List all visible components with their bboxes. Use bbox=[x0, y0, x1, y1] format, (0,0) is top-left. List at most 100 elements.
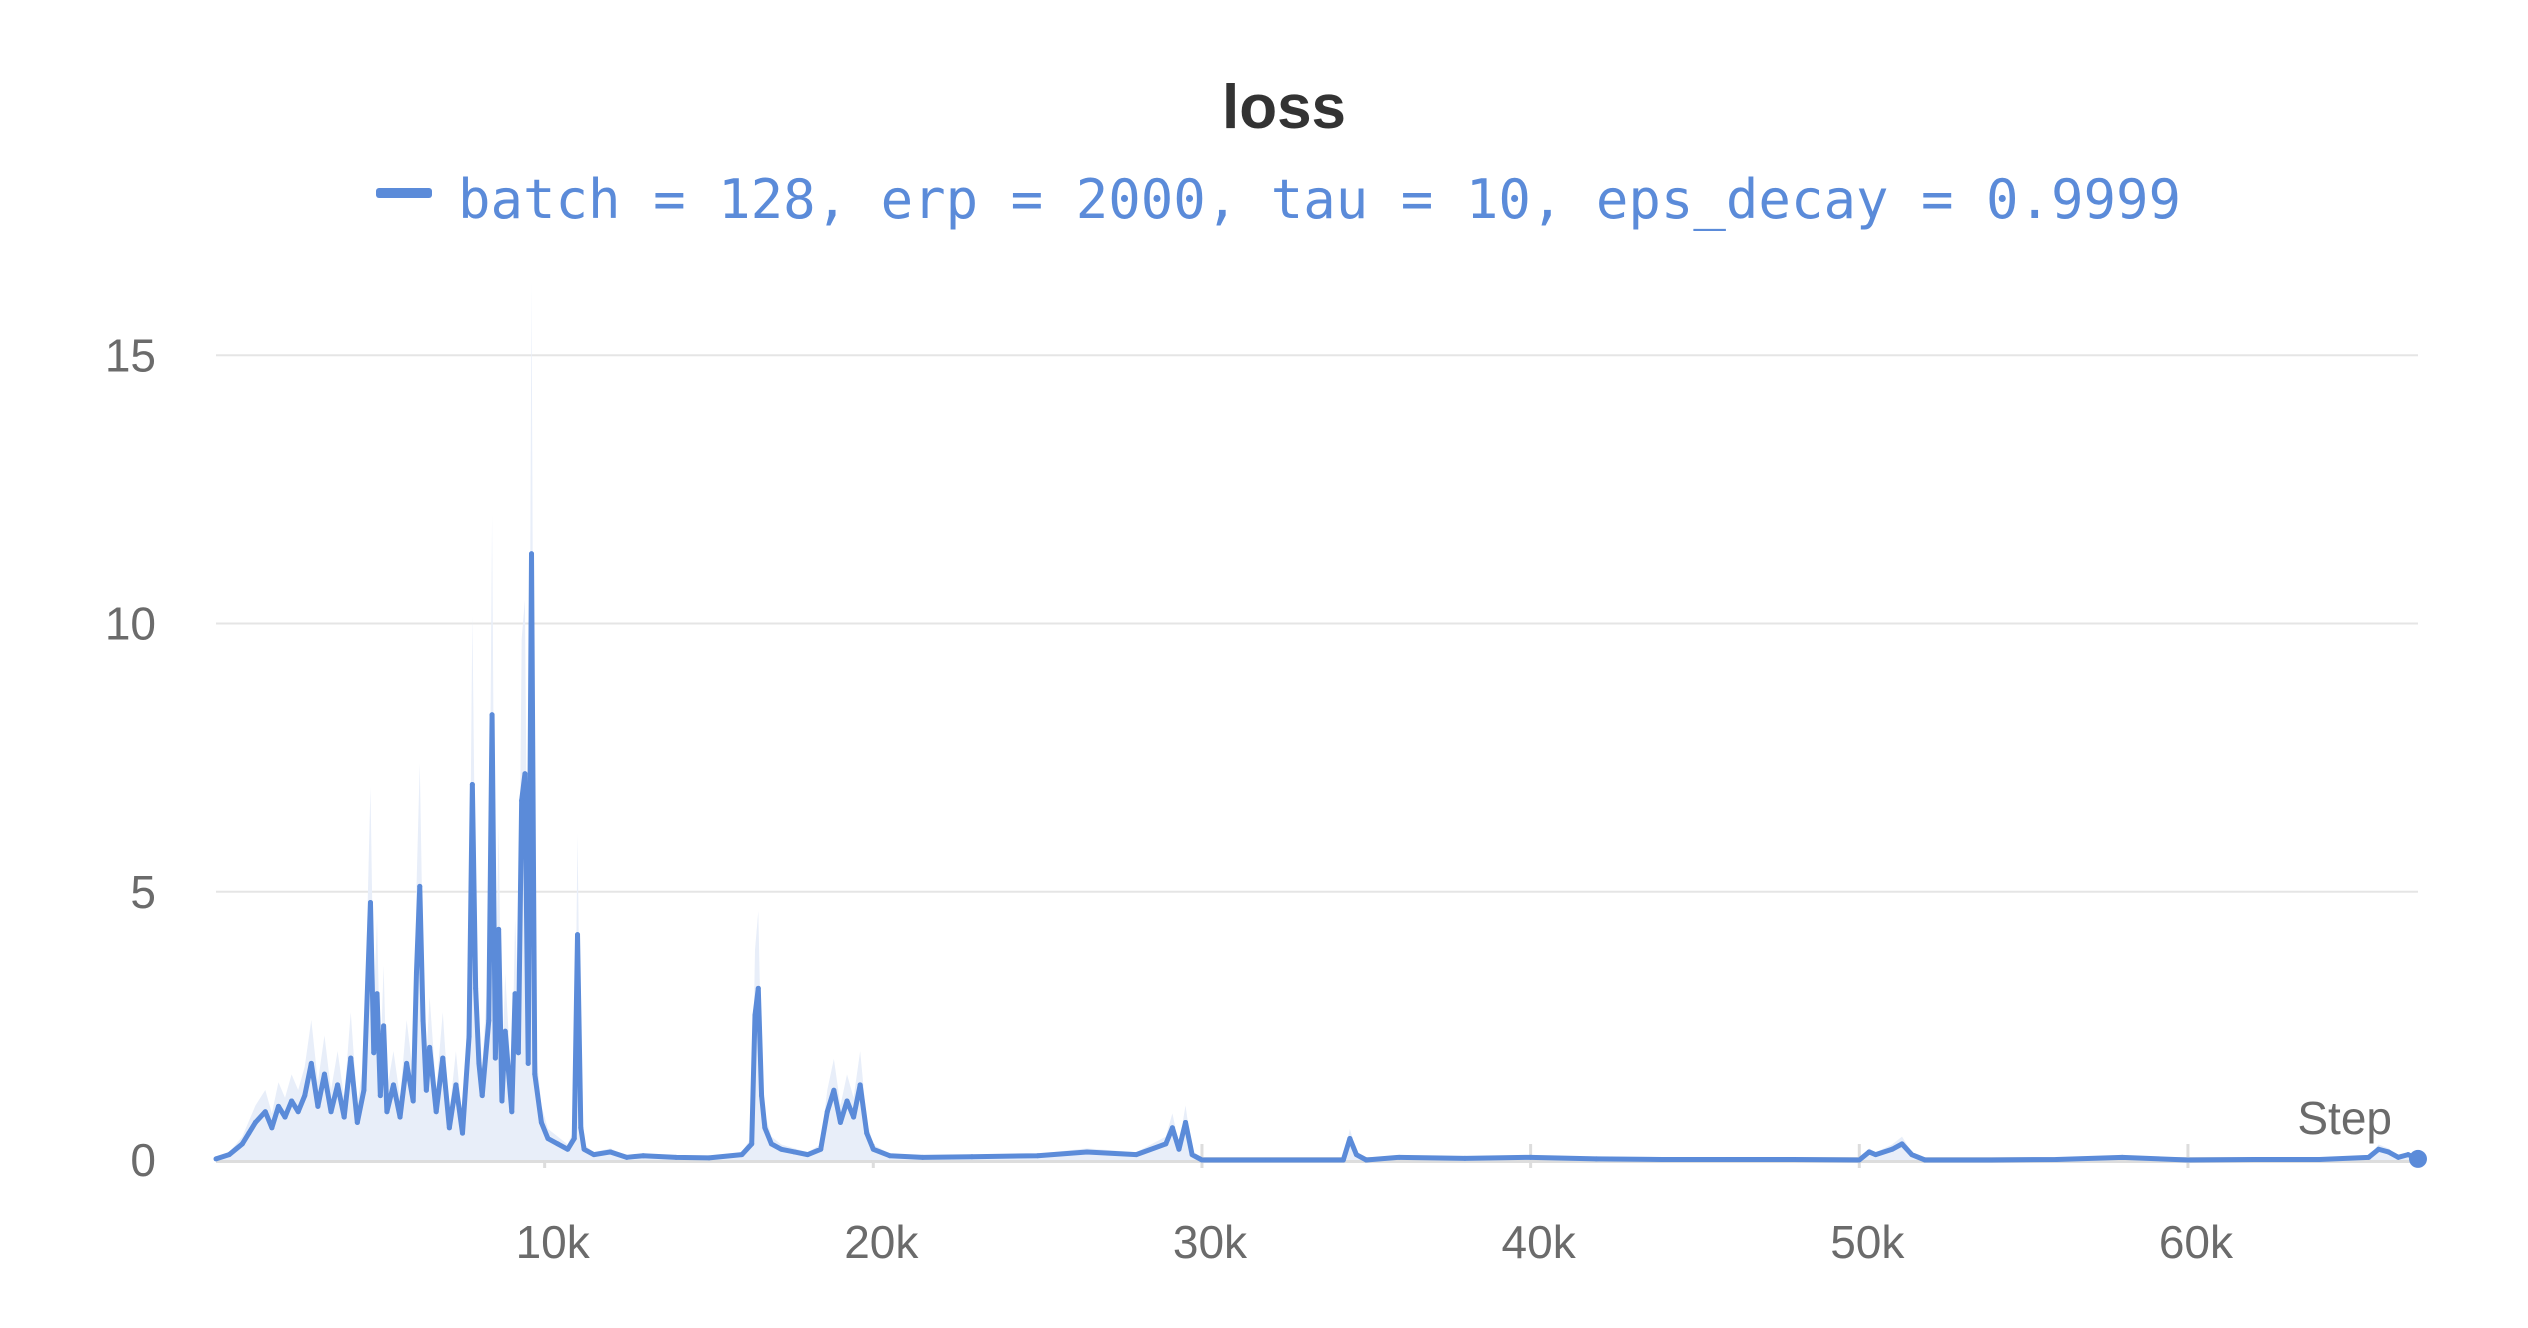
legend-swatch bbox=[376, 188, 432, 198]
data-point bbox=[404, 1061, 409, 1066]
data-point bbox=[1900, 1141, 1905, 1146]
data-point bbox=[1354, 1152, 1359, 1157]
data-point bbox=[503, 1029, 508, 1034]
data-point bbox=[1857, 1158, 1862, 1163]
x-axis: 10k 20k 30k 40k 50k 60k bbox=[216, 1144, 2418, 1268]
data-point bbox=[858, 1082, 863, 1087]
x-tick-label: 50k bbox=[1830, 1216, 1905, 1268]
data-point bbox=[539, 1120, 544, 1125]
data-point bbox=[1791, 1157, 1796, 1162]
data-point bbox=[1364, 1158, 1369, 1163]
data-point bbox=[276, 1104, 281, 1109]
data-point bbox=[486, 1018, 491, 1023]
data-point bbox=[532, 1072, 537, 1077]
data-point bbox=[2396, 1155, 2401, 1160]
data-point bbox=[851, 1115, 856, 1120]
data-point bbox=[864, 1131, 869, 1136]
data-point bbox=[460, 1131, 465, 1136]
series-line[interactable] bbox=[216, 554, 2418, 1160]
data-point bbox=[969, 1154, 974, 1159]
data-point bbox=[329, 1109, 334, 1114]
data-point bbox=[871, 1147, 876, 1152]
data-point bbox=[421, 1018, 426, 1023]
y-tick-label: 5 bbox=[130, 866, 156, 918]
data-point bbox=[414, 970, 419, 975]
data-point bbox=[322, 1072, 327, 1077]
data-point bbox=[496, 927, 501, 932]
legend[interactable]: batch = 128, erp = 2000, tau = 10, eps_d… bbox=[376, 168, 2181, 231]
data-point bbox=[289, 1098, 294, 1103]
x-axis-label: Step bbox=[2297, 1092, 2392, 1144]
series-plot-area[interactable] bbox=[214, 281, 2428, 1168]
data-point bbox=[838, 1120, 843, 1125]
data-point bbox=[398, 1115, 403, 1120]
data-point bbox=[1462, 1156, 1467, 1161]
data-point bbox=[769, 1141, 774, 1146]
data-point bbox=[624, 1155, 629, 1160]
series-end-marker bbox=[2409, 1150, 2427, 1168]
data-point bbox=[762, 1125, 767, 1130]
x-tick-label: 60k bbox=[2159, 1216, 2234, 1268]
data-point bbox=[825, 1109, 830, 1114]
data-point bbox=[342, 1115, 347, 1120]
data-point bbox=[2120, 1155, 2125, 1160]
data-point bbox=[845, 1098, 850, 1103]
y-tick-label: 15 bbox=[105, 329, 156, 381]
grid-lines bbox=[216, 355, 2418, 891]
data-point bbox=[1890, 1147, 1895, 1152]
data-point bbox=[792, 1149, 797, 1154]
data-point bbox=[565, 1147, 570, 1152]
data-point bbox=[246, 1131, 251, 1136]
data-point bbox=[591, 1152, 596, 1157]
data-point bbox=[440, 1056, 445, 1061]
data-point bbox=[381, 1023, 386, 1028]
data-point bbox=[490, 712, 495, 717]
data-point bbox=[706, 1155, 711, 1160]
data-point bbox=[467, 1034, 472, 1039]
data-point bbox=[578, 1125, 583, 1130]
y-axis-ticks: 0 5 10 15 bbox=[105, 329, 156, 1186]
data-point bbox=[2185, 1158, 2190, 1163]
data-point bbox=[1199, 1158, 1204, 1163]
x-tick-label: 10k bbox=[516, 1216, 591, 1268]
data-point bbox=[1190, 1152, 1195, 1157]
x-tick-label: 40k bbox=[1502, 1216, 1577, 1268]
data-point bbox=[1873, 1152, 1878, 1157]
data-point bbox=[1397, 1155, 1402, 1160]
data-point bbox=[575, 932, 580, 937]
series-band bbox=[216, 281, 2418, 1160]
data-point bbox=[2054, 1157, 2059, 1162]
data-point bbox=[1035, 1153, 1040, 1158]
data-point bbox=[391, 1082, 396, 1087]
data-point bbox=[427, 1045, 432, 1050]
data-point bbox=[499, 1098, 504, 1103]
data-point bbox=[2251, 1157, 2256, 1162]
data-point bbox=[283, 1115, 288, 1120]
y-tick-label: 0 bbox=[130, 1134, 156, 1186]
data-point bbox=[739, 1152, 744, 1157]
data-point bbox=[302, 1093, 307, 1098]
data-point bbox=[779, 1147, 784, 1152]
data-point bbox=[529, 551, 534, 556]
data-point bbox=[473, 986, 478, 991]
data-point bbox=[2317, 1157, 2322, 1162]
data-point bbox=[453, 1082, 458, 1087]
data-point bbox=[355, 1120, 360, 1125]
data-point bbox=[296, 1109, 301, 1114]
data-point bbox=[378, 1093, 383, 1098]
data-point bbox=[1988, 1158, 1993, 1163]
data-point bbox=[361, 1088, 366, 1093]
data-point bbox=[759, 1093, 764, 1098]
y-tick-label: 10 bbox=[105, 598, 156, 650]
data-point bbox=[752, 1013, 757, 1018]
x-tick-label: 20k bbox=[844, 1216, 919, 1268]
data-point bbox=[1594, 1156, 1599, 1161]
data-point bbox=[572, 1136, 577, 1141]
data-point bbox=[470, 782, 475, 787]
data-point bbox=[1725, 1157, 1730, 1162]
data-point bbox=[2366, 1155, 2371, 1160]
data-point bbox=[214, 1156, 219, 1161]
data-point bbox=[424, 1088, 429, 1093]
data-point bbox=[513, 991, 518, 996]
